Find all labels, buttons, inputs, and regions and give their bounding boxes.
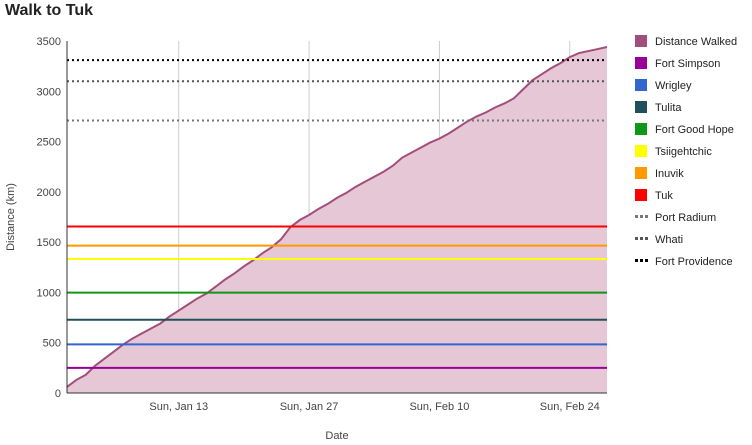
legend-label: Tulita: [655, 102, 682, 114]
legend-label: Distance Walked: [655, 36, 737, 48]
legend-item-tuk[interactable]: Tuk: [635, 189, 673, 202]
x-tick-label-0: Sun, Jan 13: [149, 401, 208, 413]
legend-marker-dot: [645, 215, 648, 218]
legend-marker: [635, 101, 647, 113]
legend-item-inuvik[interactable]: Inuvik: [635, 167, 684, 180]
legend-item-tsiigehtchic[interactable]: Tsiigehtchic: [635, 145, 712, 158]
legend-label: Wrigley: [655, 80, 692, 92]
legend-item-port-radium[interactable]: Port Radium: [635, 212, 716, 224]
legend-marker: [635, 57, 647, 69]
distance-walked-area: [67, 47, 607, 393]
legend-marker: [635, 79, 647, 91]
legend-marker-dot: [635, 237, 638, 240]
legend-marker-dot: [635, 215, 638, 218]
legend-marker-dot: [645, 259, 648, 262]
y-tick-label-0: 0: [55, 388, 61, 400]
x-tick-label-3: Sun, Feb 24: [540, 401, 600, 413]
axes: 0 500 1000 1500 2000 2500 3000 3500 Sun, Jan 13 S…: [5, 36, 607, 442]
legend-marker-dot: [640, 215, 643, 218]
legend-marker-dot: [640, 237, 643, 240]
legend-marker-dot: [635, 259, 638, 262]
legend-marker: [635, 167, 647, 179]
y-axis-label: Distance (km): [5, 183, 17, 251]
legend-label: Inuvik: [655, 168, 684, 180]
y-tick-label-2500: 2500: [37, 137, 61, 149]
plot-area: [66, 46, 608, 393]
legend-marker: [635, 35, 647, 47]
legend-marker-dot: [640, 259, 643, 262]
legend-label: Whati: [655, 234, 683, 246]
legend-marker-dot: [645, 237, 648, 240]
legend-item-wrigley[interactable]: Wrigley: [635, 79, 692, 92]
legend-item-fort-providence[interactable]: Fort Providence: [635, 256, 733, 268]
legend[interactable]: Distance Walked Fort Simpson Wrigley Tulita…: [635, 35, 737, 268]
legend-item-distance-walked[interactable]: Distance Walked: [635, 35, 737, 48]
x-tick-label-1: Sun, Jan 27: [280, 401, 339, 413]
legend-label: Fort Good Hope: [655, 124, 734, 136]
y-tick-label-3000: 3000: [37, 86, 61, 98]
y-tick-label-2000: 2000: [37, 187, 61, 199]
legend-item-whati[interactable]: Whati: [635, 234, 683, 246]
legend-label: Tuk: [655, 190, 673, 202]
legend-label: Tsiigehtchic: [655, 146, 712, 158]
legend-label: Fort Providence: [655, 256, 733, 268]
legend-label: Fort Simpson: [655, 58, 720, 70]
x-axis-label: Date: [325, 430, 348, 442]
y-tick-label-500: 500: [43, 338, 61, 350]
legend-item-fort-simpson[interactable]: Fort Simpson: [635, 57, 720, 70]
legend-marker: [635, 145, 647, 157]
legend-marker: [635, 189, 647, 201]
legend-item-tulita[interactable]: Tulita: [635, 101, 682, 114]
legend-marker: [635, 123, 647, 135]
legend-item-fort-good-hope[interactable]: Fort Good Hope: [635, 123, 734, 136]
y-tick-label-3500: 3500: [37, 36, 61, 48]
distance-walked-line: [66, 46, 608, 388]
y-tick-label-1500: 1500: [37, 237, 61, 249]
x-tick-label-2: Sun, Feb 10: [409, 401, 469, 413]
chart-title: Walk to Tuk: [5, 2, 93, 19]
legend-label: Port Radium: [655, 212, 716, 224]
y-tick-label-1000: 1000: [37, 287, 61, 299]
reference-lines: [67, 59, 607, 369]
